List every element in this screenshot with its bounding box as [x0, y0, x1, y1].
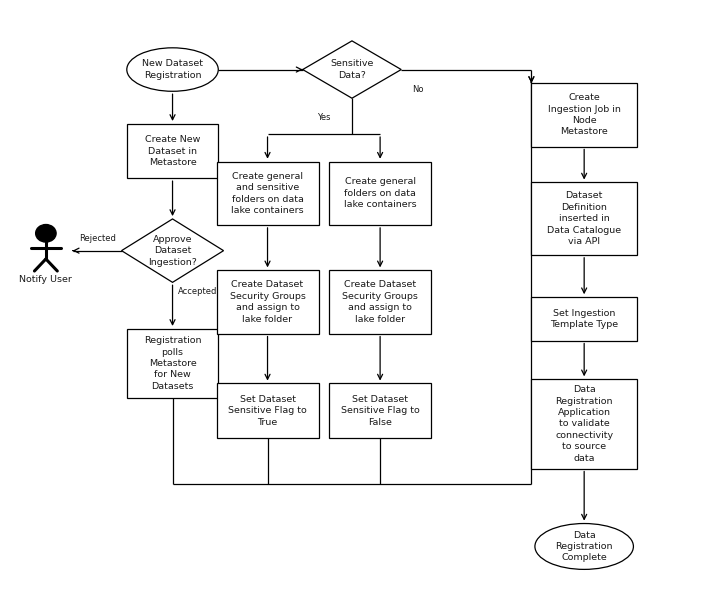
Ellipse shape	[127, 48, 218, 91]
Text: Set Dataset
Sensitive Flag to
False: Set Dataset Sensitive Flag to False	[341, 395, 419, 426]
Text: Create Dataset
Security Groups
and assign to
lake folder: Create Dataset Security Groups and assig…	[230, 280, 305, 323]
Bar	[531, 83, 637, 147]
Ellipse shape	[535, 524, 633, 569]
Bar	[531, 182, 637, 255]
Text: Data
Registration
Complete: Data Registration Complete	[556, 530, 613, 562]
Text: Create New
Dataset in
Metastore: Create New Dataset in Metastore	[145, 135, 200, 167]
Bar	[217, 270, 319, 334]
Text: Set Dataset
Sensitive Flag to
True: Set Dataset Sensitive Flag to True	[228, 395, 307, 426]
Text: Data
Registration
Application
to validate
connectivity
to source
data: Data Registration Application to validat…	[555, 385, 613, 463]
Text: Approve
Dataset
Ingestion?: Approve Dataset Ingestion?	[148, 235, 197, 267]
Polygon shape	[303, 41, 401, 98]
Bar	[217, 161, 319, 225]
Text: Set Ingestion
Template Type: Set Ingestion Template Type	[550, 309, 618, 329]
Text: Rejected: Rejected	[79, 235, 116, 243]
Bar	[329, 270, 431, 334]
Bar	[531, 297, 637, 341]
Polygon shape	[121, 219, 223, 282]
Text: New Dataset
Registration: New Dataset Registration	[142, 59, 203, 79]
Bar	[217, 383, 319, 438]
Text: No: No	[412, 84, 424, 94]
Text: Registration
polls
Metastore
for New
Datasets: Registration polls Metastore for New Dat…	[144, 336, 201, 391]
Text: Sensitive
Data?: Sensitive Data?	[330, 59, 373, 79]
Text: Notify User: Notify User	[19, 275, 73, 284]
Bar	[127, 329, 218, 399]
Text: Yes: Yes	[317, 113, 331, 123]
Bar	[127, 124, 218, 178]
Text: Accepted: Accepted	[178, 287, 218, 296]
Bar	[531, 379, 637, 469]
Text: Create general
folders on data
lake containers: Create general folders on data lake cont…	[344, 177, 416, 209]
Bar	[329, 161, 431, 225]
Text: Create
Ingestion Job in
Node
Metastore: Create Ingestion Job in Node Metastore	[548, 93, 620, 137]
Text: Dataset
Definition
inserted in
Data Catalogue
via API: Dataset Definition inserted in Data Cata…	[547, 191, 621, 246]
Text: Create Dataset
Security Groups
and assign to
lake folder: Create Dataset Security Groups and assig…	[342, 280, 418, 323]
Bar	[329, 383, 431, 438]
Circle shape	[36, 225, 56, 242]
Text: Create general
and sensitive
folders on data
lake containers: Create general and sensitive folders on …	[231, 172, 304, 215]
